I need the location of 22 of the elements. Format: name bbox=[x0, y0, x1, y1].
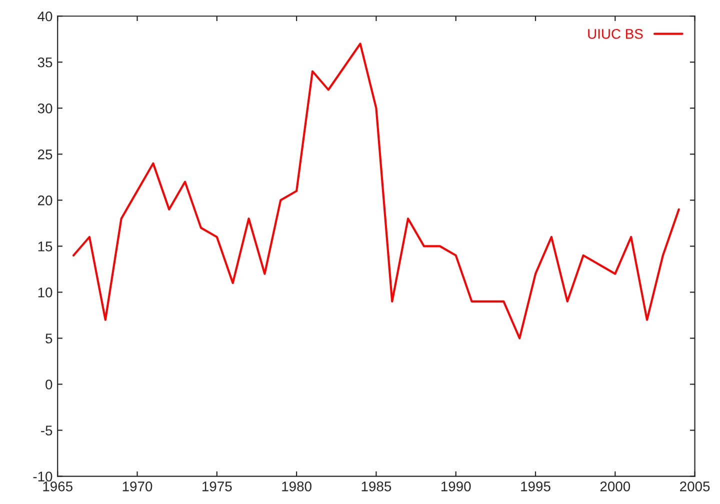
x-tick-label: 1985 bbox=[362, 482, 392, 492]
y-tick-label: 5 bbox=[46, 334, 52, 344]
y-tick-label: 30 bbox=[38, 103, 52, 114]
y-tick-label: 40 bbox=[38, 11, 52, 22]
line-series bbox=[72, 42, 680, 340]
y-tick-label: 20 bbox=[38, 196, 52, 206]
x-tick-label: 2000 bbox=[600, 482, 630, 492]
legend-label: UIUC BS bbox=[588, 28, 643, 39]
x-tick-label: 1995 bbox=[521, 482, 550, 492]
x-tick-label: 2005 bbox=[680, 482, 710, 492]
x-tick-label: 1965 bbox=[43, 482, 72, 492]
y-tick-label: -5 bbox=[41, 426, 52, 436]
x-tick-label: 1975 bbox=[202, 482, 232, 492]
x-tick-label: 1980 bbox=[282, 482, 312, 492]
x-tick-label: 1990 bbox=[441, 482, 471, 492]
y-tick-label: 15 bbox=[38, 242, 52, 252]
y-tick-label: 0 bbox=[46, 380, 52, 390]
x-tick-label: 1970 bbox=[122, 482, 152, 492]
y-tick-label: -10 bbox=[33, 472, 52, 482]
y-tick-label: 10 bbox=[38, 288, 52, 298]
y-tick-label: 35 bbox=[38, 57, 52, 68]
y-tick-label: 25 bbox=[38, 150, 52, 160]
